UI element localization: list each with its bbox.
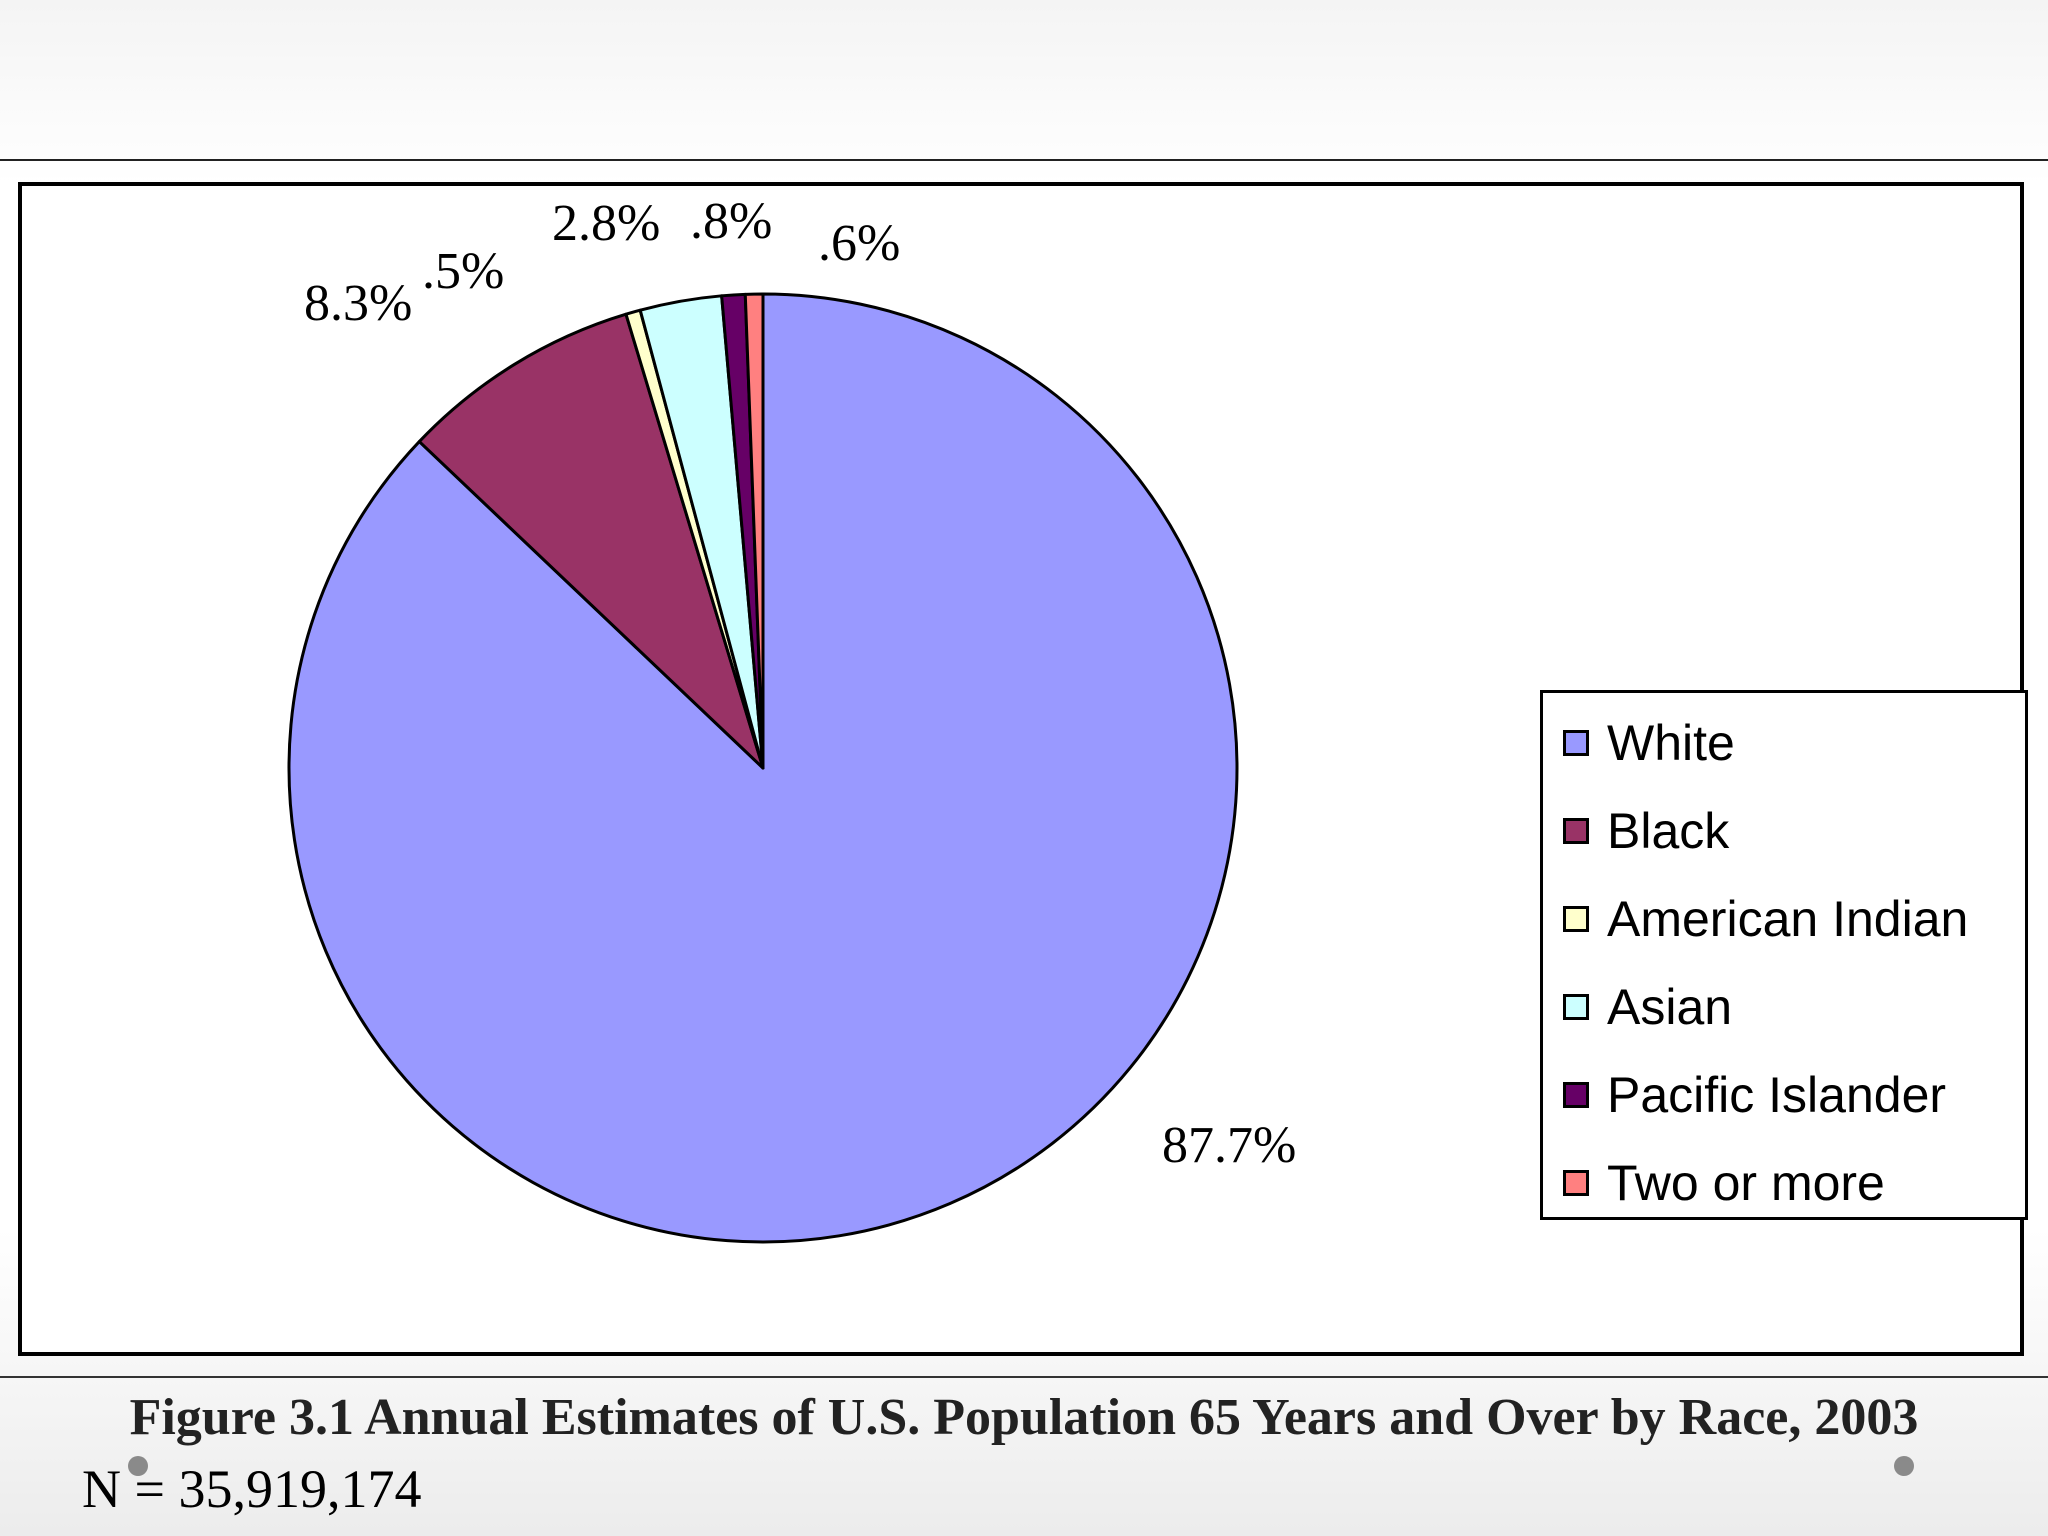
legend-label: Two or more — [1607, 1155, 1885, 1211]
label-two-or-more: .6% — [818, 215, 901, 272]
legend-item-two-or-more: Two or more — [1563, 1153, 1885, 1213]
legend-swatch-white — [1563, 730, 1589, 756]
legend-label: White — [1607, 715, 1735, 771]
pie-chart — [287, 292, 1239, 1244]
bullet-dot-left — [128, 1456, 148, 1476]
top-rule — [0, 159, 2048, 161]
legend-swatch-two-or-more — [1563, 1170, 1589, 1196]
figure-caption: Figure 3.1 Annual Estimates of U.S. Popu… — [129, 1389, 1919, 1446]
legend-item-white: White — [1563, 713, 1735, 773]
legend-item-asian: Asian — [1563, 977, 1732, 1037]
label-asian: 2.8% — [552, 195, 661, 252]
legend-item-pacific-islander: Pacific Islander — [1563, 1065, 1946, 1125]
legend-label: American Indian — [1607, 891, 1969, 947]
legend-item-black: Black — [1563, 801, 1729, 861]
legend-swatch-asian — [1563, 994, 1589, 1020]
bottom-rule — [0, 1376, 2048, 1378]
pie-slice-black — [417, 312, 765, 770]
bullet-dot-right — [1894, 1456, 1914, 1476]
legend: White Black American Indian Asian Pacifi… — [1540, 690, 2028, 1220]
legend-item-american-indian: American Indian — [1563, 889, 1968, 949]
label-white: 87.7% — [1162, 1117, 1297, 1174]
legend-swatch-american-indian — [1563, 906, 1589, 932]
legend-label: Black — [1607, 803, 1730, 859]
label-black: 8.3% — [304, 275, 413, 332]
pie-slice-two-or-more — [743, 292, 765, 770]
legend-label: Pacific Islander — [1607, 1067, 1947, 1123]
chart-frame: 87.7% 8.3% .5% 2.8% .8% .6% White Black … — [18, 182, 2028, 1519]
label-pacific-islander: .8% — [690, 193, 773, 250]
legend-swatch-pacific-islander — [1563, 1082, 1589, 1108]
legend-swatch-black — [1563, 818, 1589, 844]
legend-label: Asian — [1607, 979, 1733, 1035]
label-american-indian: .5% — [422, 243, 505, 300]
